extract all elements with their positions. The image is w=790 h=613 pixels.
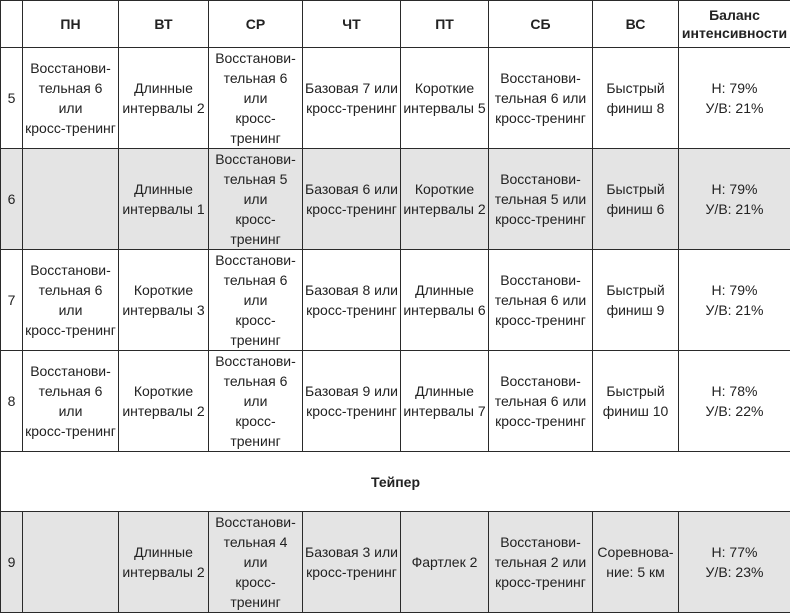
cell-sun: Быстрый финиш 10 <box>593 351 679 452</box>
header-mon: ПН <box>23 1 119 48</box>
header-row: ПН ВТ СР ЧТ ПТ СБ ВС Баланс интенсивност… <box>1 1 790 48</box>
cell-mon: Восстанови- тельная 6 или кросс-тренинг <box>23 250 119 351</box>
cell-tue: Длинные интервалы 1 <box>119 149 209 250</box>
cell-wed: Восстанови- тельная 4 или кросс-тренинг <box>209 512 303 613</box>
cell-sun: Быстрый финиш 6 <box>593 149 679 250</box>
cell-sun: Быстрый финиш 8 <box>593 48 679 149</box>
cell-sun: Соревнова- ние: 5 км <box>593 512 679 613</box>
week-number: 6 <box>1 149 23 250</box>
cell-thu: Базовая 6 или кросс-тренинг <box>303 149 401 250</box>
cell-tue: Длинные интервалы 2 <box>119 512 209 613</box>
cell-wed: Восстанови- тельная 5 или кросс-тренинг <box>209 149 303 250</box>
taper-label: Тейпер <box>1 452 790 512</box>
cell-wed: Восстанови- тельная 6 или кросс-тренинг <box>209 250 303 351</box>
header-intensity-balance: Баланс интенсивности <box>679 1 790 48</box>
week-number: 9 <box>1 512 23 613</box>
taper-row: Тейпер <box>1 452 790 512</box>
cell-intensity-balance: Н: 79% У/В: 21% <box>679 149 790 250</box>
header-wed: СР <box>209 1 303 48</box>
cell-fri: Фартлек 2 <box>401 512 489 613</box>
header-tue: ВТ <box>119 1 209 48</box>
cell-intensity-balance: Н: 79% У/В: 21% <box>679 250 790 351</box>
cell-sat: Восстанови- тельная 6 или кросс-тренинг <box>489 250 593 351</box>
header-thu: ЧТ <box>303 1 401 48</box>
cell-mon: Восстанови- тельная 6 или кросс-тренинг <box>23 351 119 452</box>
cell-mon <box>23 149 119 250</box>
cell-intensity-balance: Н: 77% У/В: 23% <box>679 512 790 613</box>
cell-mon <box>23 512 119 613</box>
week-number: 8 <box>1 351 23 452</box>
cell-thu: Базовая 9 или кросс-тренинг <box>303 351 401 452</box>
cell-intensity-balance: Н: 79% У/В: 21% <box>679 48 790 149</box>
cell-thu: Базовая 8 или кросс-тренинг <box>303 250 401 351</box>
header-week <box>1 1 23 48</box>
cell-tue: Длинные интервалы 2 <box>119 48 209 149</box>
cell-tue: Короткие интервалы 2 <box>119 351 209 452</box>
cell-fri: Длинные интервалы 7 <box>401 351 489 452</box>
cell-sat: Восстанови- тельная 5 или кросс-тренинг <box>489 149 593 250</box>
cell-wed: Восстанови- тельная 6 или кросс-тренинг <box>209 351 303 452</box>
cell-thu: Базовая 3 или кросс-тренинг <box>303 512 401 613</box>
header-sat: СБ <box>489 1 593 48</box>
week-number: 5 <box>1 48 23 149</box>
week-number: 7 <box>1 250 23 351</box>
cell-intensity-balance: Н: 78% У/В: 22% <box>679 351 790 452</box>
cell-sat: Восстанови- тельная 2 или кросс-тренинг <box>489 512 593 613</box>
cell-sat: Восстанови- тельная 6 или кросс-тренинг <box>489 351 593 452</box>
cell-sat: Восстанови- тельная 6 или кросс-тренинг <box>489 48 593 149</box>
cell-fri: Длинные интервалы 6 <box>401 250 489 351</box>
cell-fri: Короткие интервалы 5 <box>401 48 489 149</box>
cell-sun: Быстрый финиш 9 <box>593 250 679 351</box>
cell-thu: Базовая 7 или кросс-тренинг <box>303 48 401 149</box>
cell-fri: Короткие интервалы 2 <box>401 149 489 250</box>
header-fri: ПТ <box>401 1 489 48</box>
cell-wed: Восстанови- тельная 6 или кросс-тренинг <box>209 48 303 149</box>
cell-tue: Короткие интервалы 3 <box>119 250 209 351</box>
header-sun: ВС <box>593 1 679 48</box>
cell-mon: Восстанови- тельная 6 или кросс-тренинг <box>23 48 119 149</box>
